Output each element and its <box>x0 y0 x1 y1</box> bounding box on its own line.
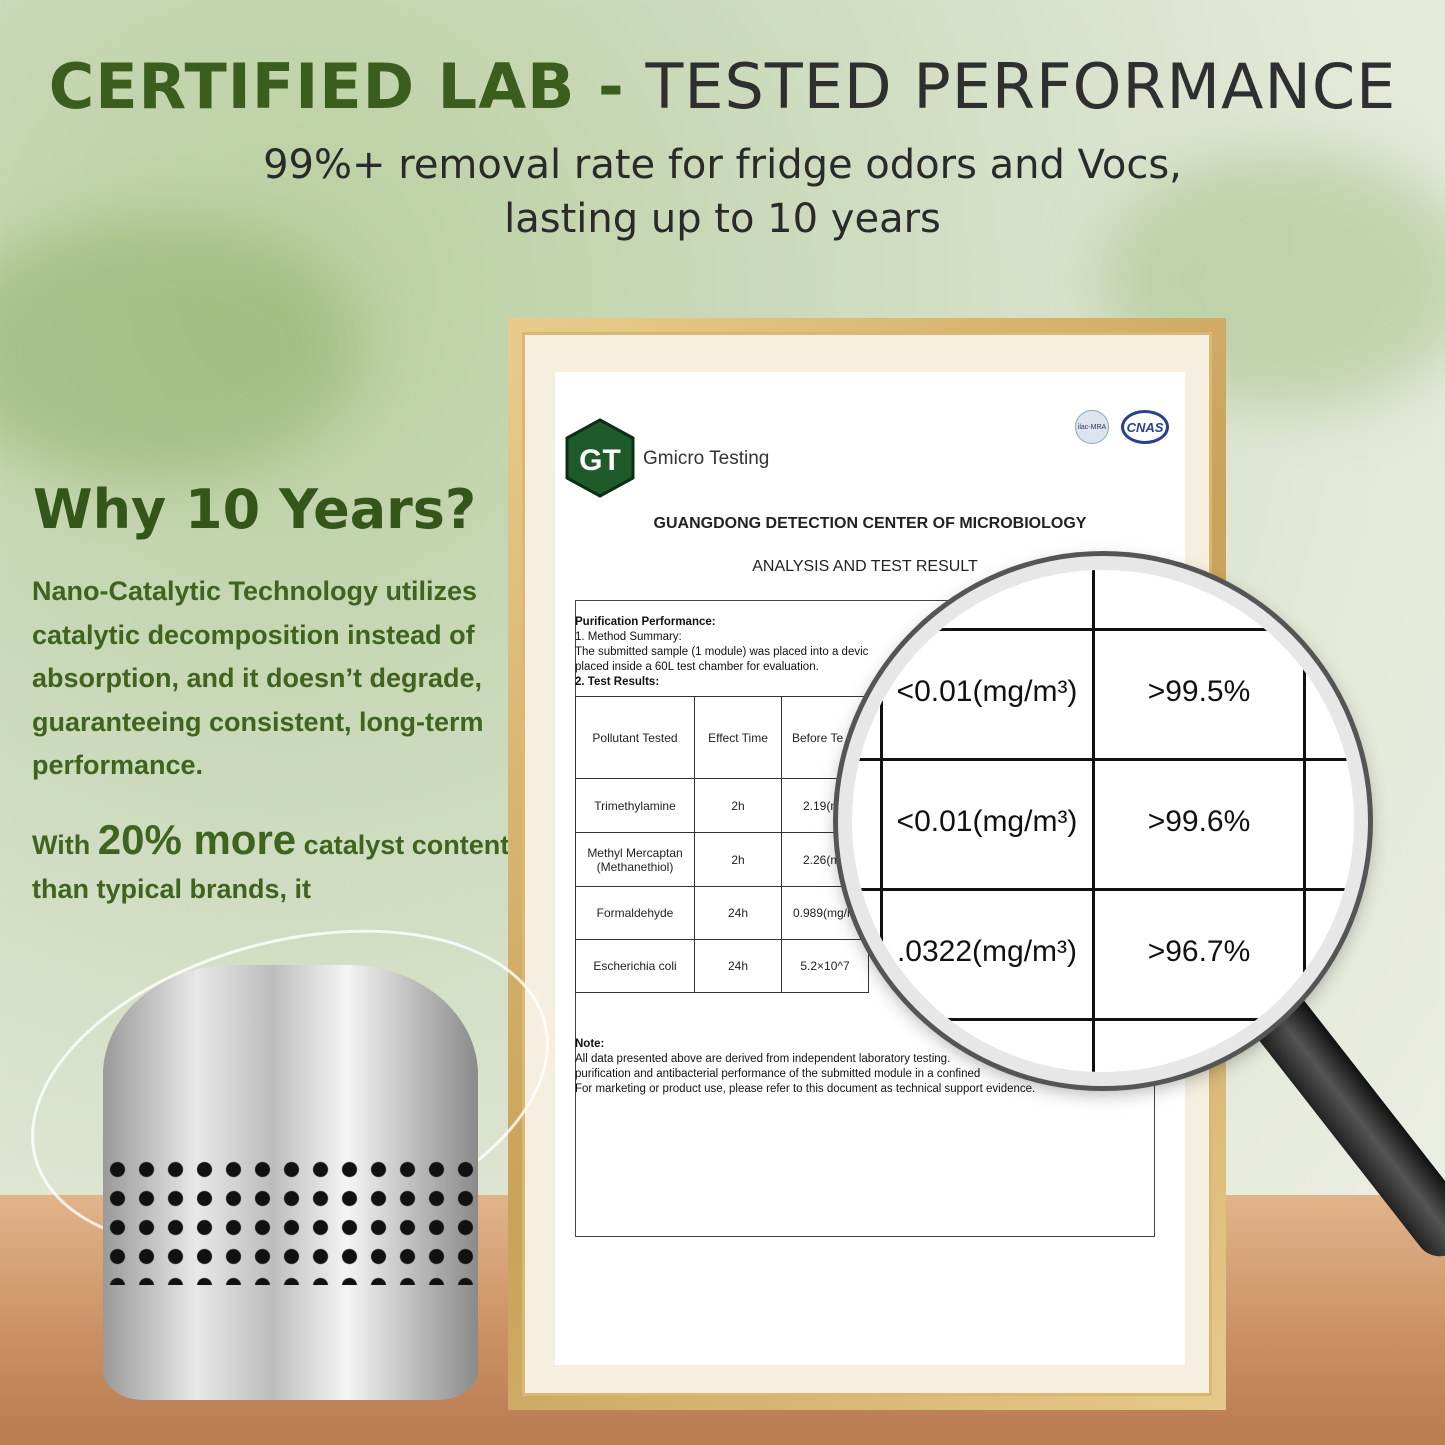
method-summary: Purification Performance: 1. Method Summ… <box>575 616 869 688</box>
magnified-after-value: <0.01(mg/m³) <box>896 675 1078 708</box>
why-heading: Why 10 Years? <box>33 478 477 541</box>
why-paragraph: Nano-Catalytic Technology utilizes catal… <box>32 576 484 780</box>
company-name: Gmicro Testing <box>643 448 770 469</box>
table-cell-pollutant: Trimethylamine <box>575 778 695 833</box>
header-effect-time: Effect Time <box>694 696 782 779</box>
subtitle: 99%+ removal rate for fridge odors and V… <box>263 142 1182 242</box>
ilac-badge: ilac-MRA <box>1075 410 1109 444</box>
note: Note: All data presented above are deriv… <box>575 1038 1036 1095</box>
doc-title: ANALYSIS AND TEST RESULT <box>752 558 978 575</box>
magnified-after-value: <0.01(mg/m³) <box>896 805 1078 838</box>
svg-text:GT: GT <box>579 444 621 477</box>
magnified-rate: >99.5% <box>1147 675 1251 708</box>
magnified-rate: >96.7% <box>1147 935 1251 968</box>
table-cell-time: 24h <box>694 886 782 940</box>
table-cell-pollutant: Escherichia coli <box>575 939 695 993</box>
vent-holes <box>103 1155 478 1285</box>
magnified-rate: >99.6% <box>1147 805 1251 838</box>
table-cell-time: 24h <box>694 939 782 993</box>
product-deodorizer <box>103 965 478 1400</box>
gt-logo-icon: GT <box>565 418 635 498</box>
table-cell-time: 2h <box>694 778 782 833</box>
header-pollutant: Pollutant Tested <box>575 696 695 779</box>
table-cell-time: 2h <box>694 832 782 887</box>
magnifying-glass: <0.01(mg/m³) >99.5% <0.01(mg/m³) >99.6% … <box>838 556 1368 1086</box>
center-name: GUANGDONG DETECTION CENTER OF MICROBIOLO… <box>653 515 1087 532</box>
table-cell-pollutant: Methyl Mercaptan (Methanethiol) <box>575 832 695 887</box>
table-cell-pollutant: Formaldehyde <box>575 886 695 940</box>
magnified-after-value: .0322(mg/m³) <box>896 935 1078 968</box>
page-title: CERTIFIED LAB - TESTED PERFORMANCE <box>48 50 1397 123</box>
table-cell-before: 5.2×10^7 <box>781 939 869 993</box>
catalyst-paragraph: With 20% more catalyst content than typi… <box>32 816 510 905</box>
cnas-badge: CNAS <box>1121 410 1169 444</box>
